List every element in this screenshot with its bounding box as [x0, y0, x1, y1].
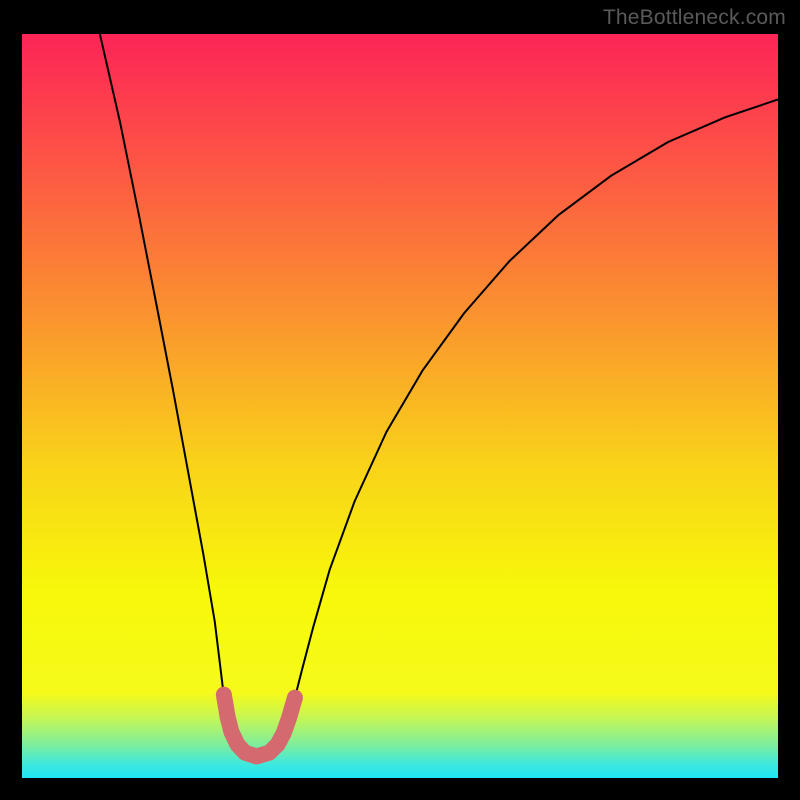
bottleneck-curve-chart [22, 34, 778, 778]
chart-container: TheBottleneck.com [0, 0, 800, 800]
plot-background [22, 34, 778, 778]
watermark-text: TheBottleneck.com [603, 6, 786, 30]
